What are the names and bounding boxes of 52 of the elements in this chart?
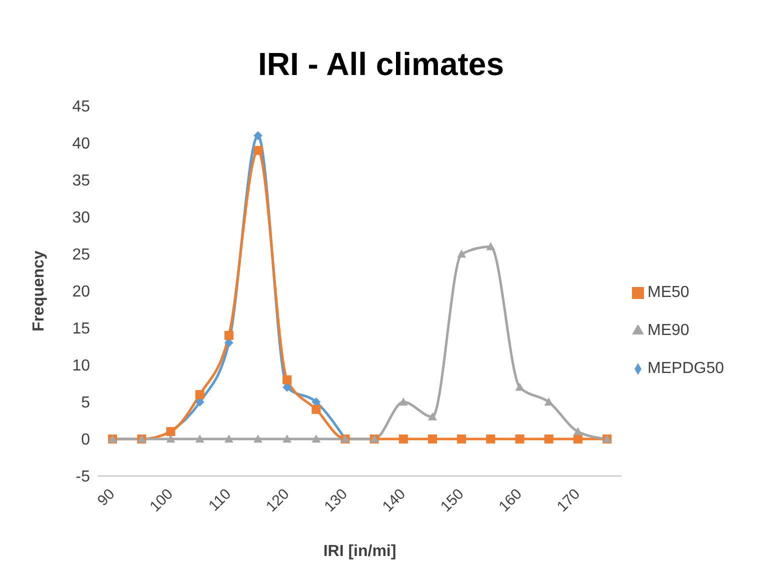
point xyxy=(486,434,496,444)
y-tick-label: 0 xyxy=(81,432,90,449)
point xyxy=(166,434,176,443)
point xyxy=(457,250,466,258)
x-tick-label: 160 xyxy=(496,486,526,516)
point xyxy=(573,434,582,444)
point xyxy=(398,398,408,406)
chart-title: IRI - All climates xyxy=(257,45,505,84)
x-tick-label: 90 xyxy=(94,486,118,510)
point xyxy=(282,375,292,384)
point xyxy=(312,434,321,443)
y-axis-title: Frequency xyxy=(30,250,48,332)
point xyxy=(515,434,524,444)
y-tick-label: 25 xyxy=(72,246,90,264)
point xyxy=(253,434,262,443)
point xyxy=(253,146,262,155)
point xyxy=(457,434,466,444)
point xyxy=(573,427,582,436)
point xyxy=(515,382,524,391)
y-tick-label: 10 xyxy=(72,358,90,375)
y-tick-label: 15 xyxy=(72,320,90,338)
y-tick-label: 30 xyxy=(72,210,90,227)
x-tick-label: 110 xyxy=(206,486,235,515)
point xyxy=(486,242,496,250)
point xyxy=(282,434,292,443)
point xyxy=(195,390,204,400)
point xyxy=(428,412,437,420)
y-tick-label: 35 xyxy=(72,172,90,190)
point xyxy=(224,330,234,340)
y-tick-label: 5 xyxy=(81,394,90,412)
legend-label: MEPDG50 xyxy=(648,360,724,377)
point xyxy=(428,434,437,444)
point xyxy=(544,434,554,444)
legend-label: ME50 xyxy=(648,284,690,301)
point xyxy=(544,398,554,406)
legend-label: ME90 xyxy=(648,322,690,339)
y-tick-label: 20 xyxy=(72,284,90,301)
x-tick-label: 130 xyxy=(321,486,351,516)
x-axis-title: IRI [in/mi] xyxy=(323,543,396,560)
y-tick-label: 45 xyxy=(72,98,90,116)
point xyxy=(398,434,408,444)
x-tick-label: 120 xyxy=(262,486,293,516)
x-tick-label: 100 xyxy=(146,486,176,516)
x-tick-label: 170 xyxy=(554,486,584,516)
y-tick-label: -5 xyxy=(76,468,90,486)
point xyxy=(312,404,321,414)
x-tick-label: 140 xyxy=(379,486,410,516)
y-tick-label: 40 xyxy=(72,136,90,153)
x-tick-label: 150 xyxy=(437,486,468,516)
point xyxy=(224,434,234,443)
point xyxy=(195,434,204,443)
point xyxy=(253,131,262,140)
